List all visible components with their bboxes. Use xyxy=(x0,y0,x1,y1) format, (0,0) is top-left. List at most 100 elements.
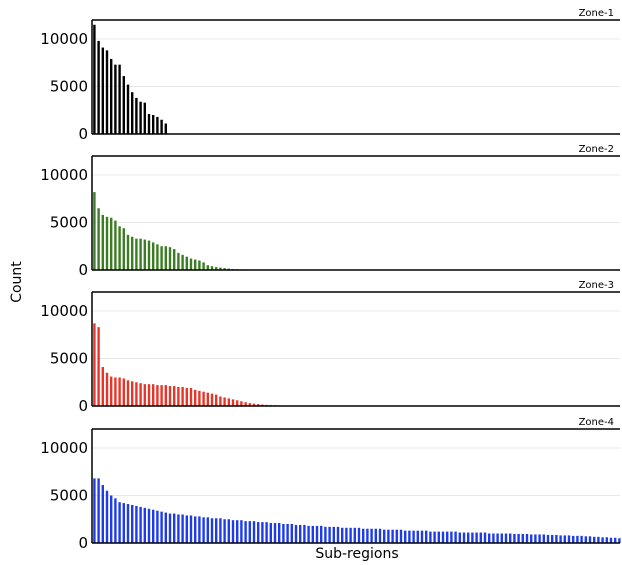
bar xyxy=(202,262,205,270)
bar xyxy=(181,387,184,406)
bar xyxy=(147,114,151,134)
y-tick-label: 5000 xyxy=(50,214,88,232)
bar xyxy=(353,527,356,543)
bar xyxy=(206,517,209,543)
bar xyxy=(152,242,155,270)
bar xyxy=(164,246,167,270)
bar xyxy=(542,534,545,543)
bar xyxy=(328,526,331,543)
bar xyxy=(605,537,608,543)
bar xyxy=(156,510,159,543)
bar xyxy=(265,522,268,543)
bar xyxy=(143,239,146,270)
bar xyxy=(303,524,306,543)
bar xyxy=(189,515,193,543)
bar xyxy=(588,536,592,543)
bar xyxy=(198,516,201,543)
bar xyxy=(240,520,243,543)
bar xyxy=(93,478,96,543)
bar xyxy=(345,527,348,543)
bar xyxy=(479,532,482,543)
bar xyxy=(567,535,571,543)
bar xyxy=(248,521,251,543)
bar xyxy=(374,528,377,543)
bar xyxy=(152,115,155,134)
bar xyxy=(332,526,335,543)
bar xyxy=(131,381,134,406)
bar xyxy=(181,514,184,543)
bar xyxy=(593,536,596,543)
bar xyxy=(93,323,96,406)
bar xyxy=(156,385,159,406)
bar xyxy=(126,84,130,134)
bar xyxy=(286,524,289,543)
bar xyxy=(93,24,96,134)
bar xyxy=(555,534,558,543)
bar xyxy=(194,389,197,406)
bar xyxy=(139,101,142,134)
bar xyxy=(139,506,142,543)
panel-zone-1: 0 5000 10000 Zone-1 xyxy=(40,8,620,143)
bar xyxy=(185,515,188,543)
bar xyxy=(261,522,264,543)
bar xyxy=(454,531,457,543)
bar xyxy=(173,386,176,406)
bar xyxy=(223,397,226,406)
bar xyxy=(185,387,188,406)
bar xyxy=(97,327,100,406)
bar xyxy=(614,537,617,543)
bar xyxy=(164,123,167,134)
bar xyxy=(202,517,205,543)
bar xyxy=(483,532,487,543)
bar xyxy=(160,119,163,134)
bar xyxy=(131,505,134,543)
bar xyxy=(177,387,180,406)
bar xyxy=(252,521,256,543)
bar xyxy=(395,529,398,543)
bar xyxy=(110,376,113,406)
bar xyxy=(475,532,478,543)
bar xyxy=(105,490,109,543)
y-tick-label: 0 xyxy=(78,534,88,552)
bar xyxy=(219,267,222,270)
bar xyxy=(122,76,125,134)
bar xyxy=(244,402,247,406)
bar xyxy=(551,534,554,543)
bar xyxy=(110,495,113,543)
bar xyxy=(521,533,524,543)
bar xyxy=(147,240,151,270)
bar xyxy=(425,530,428,543)
bar xyxy=(118,226,121,270)
bar xyxy=(152,384,155,406)
bar xyxy=(236,520,239,543)
bar xyxy=(194,516,197,543)
bar xyxy=(173,249,176,270)
bar xyxy=(416,530,419,543)
bar xyxy=(278,523,281,543)
bar xyxy=(110,217,113,270)
bar xyxy=(572,535,575,543)
y-tick-label: 0 xyxy=(78,125,88,143)
bar xyxy=(101,367,104,406)
bar xyxy=(500,533,503,543)
bar xyxy=(257,404,260,406)
panels-group: 0 5000 10000 Zone-1 0 5000 10000 Zone-2 0 5000 100… xyxy=(40,8,621,552)
panel-title: Zone-2 xyxy=(579,144,614,155)
bar xyxy=(441,531,445,543)
y-tick-label: 0 xyxy=(78,261,88,279)
bar xyxy=(320,525,323,543)
bar xyxy=(143,384,146,406)
bar xyxy=(135,505,138,543)
bar xyxy=(408,530,411,543)
bar xyxy=(437,531,440,543)
bar xyxy=(131,92,134,134)
y-tick-label: 10000 xyxy=(40,30,88,48)
bar xyxy=(378,528,382,543)
bar xyxy=(597,536,600,543)
bar xyxy=(105,50,109,134)
bar xyxy=(126,380,130,406)
bar xyxy=(362,528,365,543)
bar xyxy=(534,534,537,543)
bar xyxy=(122,228,125,270)
bar xyxy=(559,535,562,543)
